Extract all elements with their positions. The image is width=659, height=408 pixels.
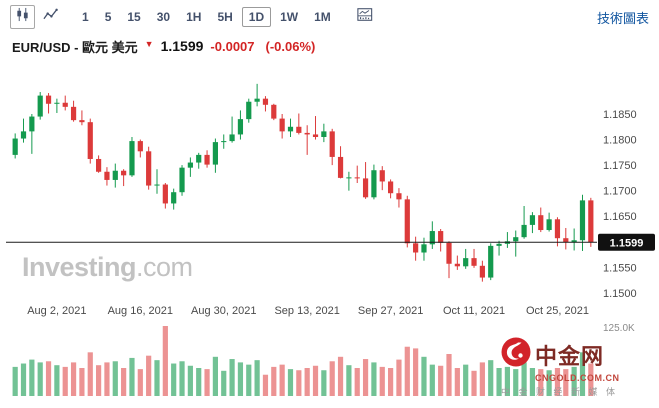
svg-text:Oct 25, 2021: Oct 25, 2021	[526, 305, 589, 317]
svg-text:1.1700: 1.1700	[603, 186, 637, 198]
chart-toolbar: 1 5 15 30 1H 5H 1D 1W 1M 技術圖表	[0, 0, 659, 32]
last-price: 1.1599	[160, 38, 204, 54]
svg-text:Aug 16, 2021: Aug 16, 2021	[108, 305, 173, 317]
interval-button-30[interactable]: 30	[156, 10, 171, 24]
svg-text:Oct 11, 2021: Oct 11, 2021	[443, 305, 505, 317]
indicators-panel-icon	[357, 7, 373, 27]
svg-text:1.1800: 1.1800	[603, 135, 637, 147]
candlestick-icon	[15, 7, 30, 27]
x-axis-labels: Aug 2, 2021 Aug 16, 2021 Aug 30, 2021 Sep 1…	[27, 305, 589, 317]
current-price-tag: 1.1599	[598, 233, 655, 251]
interval-button-5[interactable]: 5	[104, 10, 112, 24]
interval-button-1M[interactable]: 1M	[314, 10, 331, 24]
volume-bars	[12, 326, 594, 396]
svg-text:1.1550: 1.1550	[603, 262, 637, 274]
svg-text:Aug 2, 2021: Aug 2, 2021	[27, 305, 86, 317]
price-chart-canvas[interactable]: 1.15001.15501.16001.16501.17001.17501.18…	[0, 60, 659, 408]
interval-button-1W[interactable]: 1W	[280, 10, 299, 24]
y-axis-labels: 1.15001.15501.16001.16501.17001.17501.18…	[603, 109, 637, 300]
svg-text:Sep 27, 2021: Sep 27, 2021	[358, 305, 423, 317]
svg-text:1.1850: 1.1850	[603, 109, 637, 121]
line-chart-icon	[43, 7, 58, 27]
svg-text:Aug 30, 2021: Aug 30, 2021	[191, 305, 256, 317]
interval-button-5H[interactable]: 5H	[217, 10, 233, 24]
indicators-panel-button[interactable]	[352, 5, 378, 29]
interval-button-1D[interactable]: 1D	[241, 7, 272, 27]
interval-selector: 1 5 15 30 1H 5H 1D 1W 1M	[74, 7, 339, 27]
svg-text:1.1750: 1.1750	[603, 160, 637, 172]
instrument-header: EUR/USD - 歐元 美元 ▼ 1.1599 -0.0007 (-0.06%…	[0, 32, 659, 60]
candlestick-chart-button[interactable]	[10, 5, 35, 29]
svg-text:1.1500: 1.1500	[603, 288, 637, 300]
price-change-percent: (-0.06%)	[265, 38, 316, 54]
interval-button-1[interactable]: 1	[82, 10, 89, 24]
volume-axis-label: 125.0K	[603, 323, 635, 334]
pair-title: EUR/USD - 歐元 美元	[12, 39, 138, 55]
line-chart-button[interactable]	[38, 5, 63, 29]
svg-text:Sep 13, 2021: Sep 13, 2021	[274, 305, 339, 317]
candles	[12, 83, 594, 282]
chart-area: 1.15001.15501.16001.16501.17001.17501.18…	[0, 60, 659, 406]
svg-text:1.1650: 1.1650	[603, 211, 637, 223]
interval-button-15[interactable]: 15	[127, 10, 141, 24]
price-down-arrow-icon: ▼	[144, 38, 154, 49]
technical-chart-link[interactable]: 技術圖表	[596, 10, 649, 26]
svg-text:1.1599: 1.1599	[610, 237, 644, 249]
interval-button-1H[interactable]: 1H	[186, 10, 202, 24]
price-change: -0.0007	[210, 38, 255, 54]
